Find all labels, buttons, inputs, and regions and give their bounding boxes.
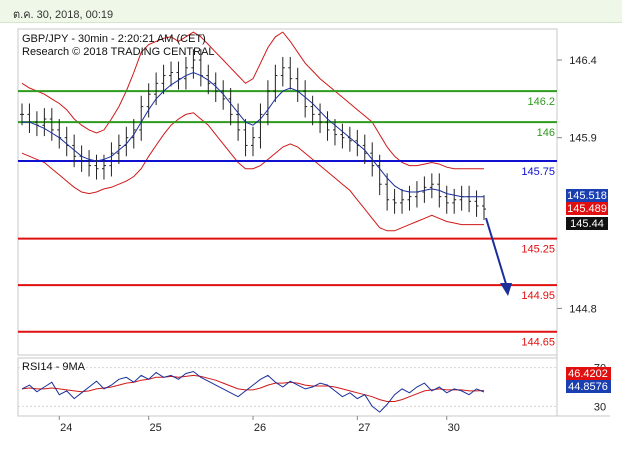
- moving-average-line: [22, 71, 484, 198]
- price-badge-1: [566, 202, 608, 215]
- chart-title: GBP/JPY - 30min - 2:20:21 AM (CET): [22, 33, 206, 45]
- y-tick-label-2: 144.8: [569, 303, 597, 315]
- y-tick-label-0: 146.4: [569, 55, 597, 67]
- rsi-badge-label-1: 44.8576: [568, 381, 608, 393]
- rsi-y-tick-label-1: 30: [594, 401, 606, 413]
- forecast-arrow-head: [500, 283, 512, 296]
- level-label-4: 144.95: [521, 290, 555, 302]
- level-label-3: 145.25: [521, 244, 555, 256]
- rsi-badge-1: [566, 380, 611, 393]
- price-badge-0: [566, 189, 608, 202]
- x-tick-label-4: 30: [448, 422, 460, 434]
- price-badge-label-1: 145.489: [567, 203, 607, 215]
- level-label-0: 146.2: [527, 96, 555, 108]
- x-tick-label-2: 26: [254, 422, 266, 434]
- rsi-badge-label-0: 46.4202: [568, 368, 608, 380]
- rsi-line: [21, 370, 485, 413]
- forecast-arrow-line: [485, 217, 507, 285]
- lower-band-line: [21, 112, 484, 232]
- level-label-2: 145.75: [521, 166, 555, 178]
- x-tick-label-1: 25: [150, 422, 162, 434]
- level-label-1: 146: [537, 127, 555, 139]
- level-label-5: 144.65: [521, 337, 555, 349]
- rsi-plot-frame: [17, 357, 558, 417]
- x-tick-label-3: 27: [358, 422, 370, 434]
- timestamp-label: ต.ค. 30, 2018, 00:19: [13, 9, 114, 21]
- rsi-title: RSI14 - 9MA: [22, 361, 86, 373]
- timestamp-bar: ต.ค. 30, 2018, 00:19: [0, 0, 622, 23]
- upper-band-line: [21, 31, 484, 170]
- rsi-badge-0: [566, 367, 611, 380]
- price-badge-2: [566, 217, 608, 230]
- x-tick-label-0: 24: [60, 422, 72, 434]
- rsi-ma-line: [21, 374, 485, 402]
- price-badge-label-2: 145.44: [570, 218, 604, 230]
- y-tick-label-1: 145.9: [569, 133, 597, 145]
- price-badge-label-0: 145.518: [567, 190, 607, 202]
- chart-subtitle: Research © 2018 TRADING CENTRAL: [22, 46, 215, 58]
